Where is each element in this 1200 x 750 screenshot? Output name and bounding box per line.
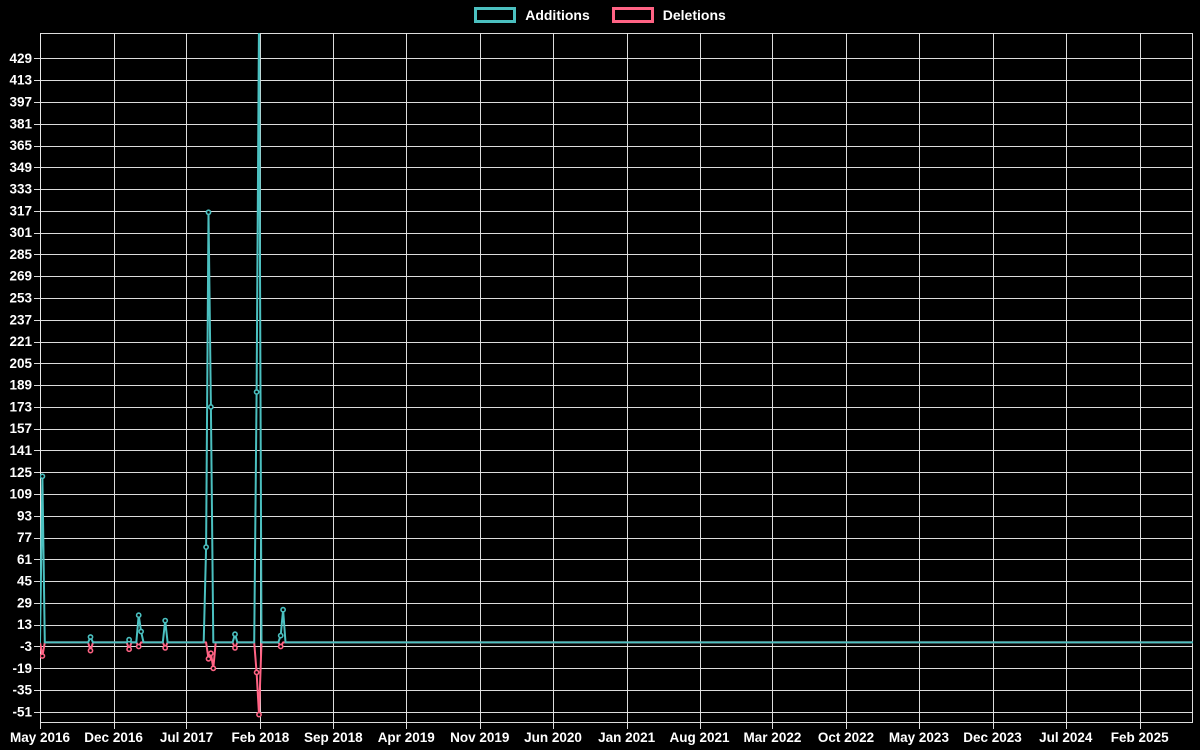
y-tick-label: 413 bbox=[9, 73, 32, 88]
gridlines bbox=[34, 33, 1193, 729]
deletions-point-marker[interactable] bbox=[232, 645, 238, 651]
deletions-point-marker[interactable] bbox=[40, 653, 46, 659]
y-tick-label: 365 bbox=[9, 138, 32, 153]
additions-point-marker[interactable] bbox=[207, 403, 214, 410]
deletions-point-marker[interactable] bbox=[162, 645, 169, 651]
y-tick-label: 349 bbox=[9, 160, 32, 175]
additions-point-marker[interactable] bbox=[138, 628, 144, 635]
y-tick-label: 109 bbox=[9, 487, 32, 502]
x-tick-label: May 2023 bbox=[889, 730, 950, 745]
additions-point-marker[interactable] bbox=[203, 544, 209, 550]
x-tick-label: Feb 2018 bbox=[232, 730, 290, 745]
deletions-point-marker[interactable] bbox=[277, 643, 284, 650]
y-tick-label: 269 bbox=[9, 269, 32, 284]
y-tick-label: 29 bbox=[17, 595, 32, 610]
y-tick-label: 13 bbox=[17, 617, 33, 632]
y-tick-label: 77 bbox=[17, 530, 32, 545]
deletions-point-marker[interactable] bbox=[205, 655, 212, 662]
x-tick-label: Jan 2021 bbox=[598, 730, 656, 745]
x-tick-label: Nov 2019 bbox=[450, 730, 509, 745]
additions-swatch-icon bbox=[474, 7, 517, 23]
y-tick-label: 221 bbox=[9, 334, 32, 349]
deletions-point-marker[interactable] bbox=[135, 643, 142, 650]
deletions-series bbox=[40, 641, 1193, 718]
y-tick-label: 317 bbox=[9, 203, 32, 218]
y-tick-label: 397 bbox=[9, 95, 32, 110]
y-tick-label: 301 bbox=[9, 225, 32, 240]
y-tick-label: -3 bbox=[20, 639, 32, 654]
legend-label-deletions: Deletions bbox=[662, 7, 726, 23]
y-tick-label: 333 bbox=[9, 182, 32, 197]
series-lines bbox=[40, 33, 1193, 718]
additions-point-marker[interactable] bbox=[40, 473, 46, 480]
y-tick-label: 189 bbox=[9, 378, 32, 393]
y-tick-label: 237 bbox=[9, 312, 32, 327]
x-tick-label: Jul 2017 bbox=[160, 730, 213, 745]
additions-point-marker[interactable] bbox=[135, 612, 142, 619]
x-tick-label: Oct 2022 bbox=[818, 730, 874, 745]
additions-point-marker[interactable] bbox=[232, 631, 238, 638]
legend-item-deletions[interactable]: Deletions bbox=[611, 7, 726, 23]
x-tick-label: Apr 2019 bbox=[378, 730, 435, 745]
deletions-point-marker[interactable] bbox=[126, 646, 133, 653]
x-tick-label: May 2016 bbox=[10, 730, 71, 745]
x-tick-label: Jun 2020 bbox=[524, 730, 582, 745]
legend-label-additions: Additions bbox=[525, 7, 590, 23]
x-tick-label: Sep 2018 bbox=[304, 730, 363, 745]
y-tick-label: 285 bbox=[9, 247, 32, 262]
chart-legend: Additions Deletions bbox=[0, 7, 1200, 23]
x-tick-label: Jul 2024 bbox=[1039, 730, 1093, 745]
y-tick-label: -19 bbox=[12, 661, 32, 676]
x-tick-label: Dec 2016 bbox=[84, 730, 143, 745]
x-axis-labels: May 2016 Dec 2016 Jul 2017 Feb 2018 Sep 2018… bbox=[10, 730, 1169, 745]
additions-point-marker[interactable] bbox=[126, 636, 133, 643]
y-tick-label: 141 bbox=[9, 443, 32, 458]
y-tick-label: 205 bbox=[9, 356, 32, 371]
additions-line bbox=[40, 33, 1193, 644]
additions-series bbox=[40, 33, 1193, 644]
additions-point-marker[interactable] bbox=[277, 632, 284, 639]
deletions-swatch-icon bbox=[611, 7, 654, 23]
deletions-point-marker[interactable] bbox=[87, 647, 94, 654]
deletions-point-marker[interactable] bbox=[207, 650, 214, 657]
y-tick-label: 157 bbox=[9, 421, 32, 436]
y-axis-labels: 429 413 397 381 365 349 333 317 301 285 269 253 237 2… bbox=[9, 51, 32, 719]
y-tick-label: 93 bbox=[17, 508, 33, 523]
deletions-point-marker[interactable] bbox=[256, 711, 262, 718]
y-tick-label: 125 bbox=[9, 465, 32, 480]
additions-point-marker[interactable] bbox=[280, 606, 286, 613]
x-tick-label: Aug 2021 bbox=[670, 730, 731, 745]
y-tick-label: 381 bbox=[9, 116, 32, 131]
x-tick-label: Mar 2022 bbox=[744, 730, 802, 745]
legend-item-additions[interactable]: Additions bbox=[474, 7, 590, 23]
additions-point-marker[interactable] bbox=[253, 389, 260, 395]
y-tick-label: 429 bbox=[9, 51, 32, 66]
y-tick-label: -51 bbox=[12, 704, 32, 719]
deletions-point-marker[interactable] bbox=[253, 669, 260, 676]
additions-point-marker[interactable] bbox=[162, 617, 169, 624]
deletions-point-marker[interactable] bbox=[210, 665, 217, 672]
y-tick-label: 173 bbox=[9, 399, 32, 414]
x-tick-label: Dec 2023 bbox=[963, 730, 1022, 745]
y-tick-label: 45 bbox=[17, 574, 33, 589]
x-tick-label: Feb 2025 bbox=[1111, 730, 1169, 745]
additions-point-marker[interactable] bbox=[87, 634, 94, 640]
additions-point-marker[interactable] bbox=[205, 209, 212, 216]
y-tick-label: -35 bbox=[12, 683, 32, 698]
y-tick-label: 61 bbox=[17, 552, 33, 567]
y-tick-label: 253 bbox=[9, 291, 32, 306]
